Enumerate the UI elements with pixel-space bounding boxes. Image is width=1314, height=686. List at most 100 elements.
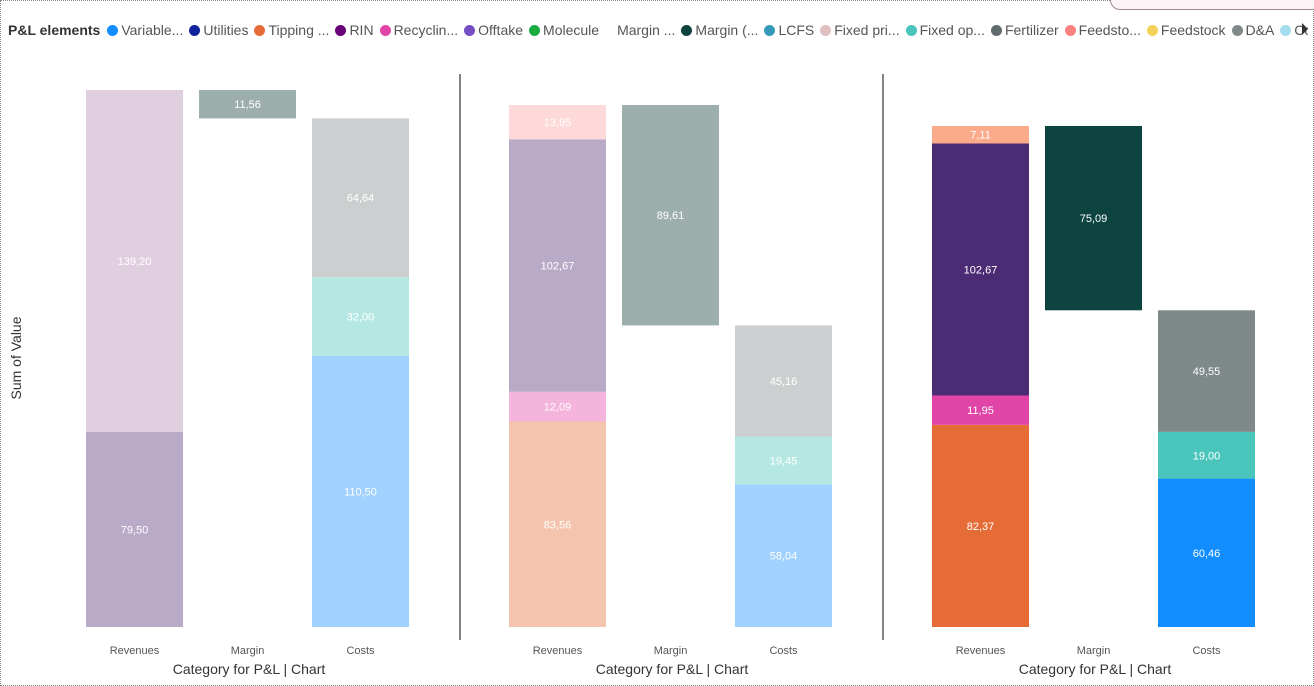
data-label: 79,50 (121, 524, 149, 536)
data-label: 11,56 (234, 99, 261, 111)
data-label: 89,61 (657, 210, 685, 222)
legend-item-label: Variable... (121, 22, 184, 38)
legend-item-label: Utilities (203, 22, 249, 38)
legend-item-label: Feedsto... (1078, 22, 1141, 38)
y-axis-title: Sum of Value (8, 316, 24, 399)
legend-item-label: Fixed pri... (834, 22, 900, 38)
legend-marker-icon (1231, 24, 1243, 36)
bar-segment (509, 421, 606, 627)
bar-segment (735, 325, 832, 437)
data-label: 60,46 (1193, 548, 1221, 560)
x-tick-label: Margin (231, 645, 265, 657)
legend-marker-icon (529, 24, 541, 36)
data-label: 82,37 (967, 521, 995, 533)
legend-item[interactable]: Utilities (189, 22, 248, 38)
x-tick-label: Margin (1077, 645, 1111, 657)
legend-item[interactable]: Fertilizer (990, 22, 1059, 38)
legend-item-label: LCFS (778, 22, 815, 38)
data-label: 83,56 (544, 519, 572, 531)
legend-marker-icon (335, 24, 347, 36)
legend-item[interactable]: Molecule (529, 22, 599, 38)
data-label: 13,95 (544, 117, 572, 129)
bar-segment (735, 436, 832, 485)
legend-item-label: Margin (... (695, 22, 759, 38)
x-axis-title: Category for P&L | Chart (173, 661, 326, 677)
bar-segment (312, 277, 409, 356)
bar-segment (1158, 310, 1255, 432)
x-tick-label: Costs (1192, 645, 1221, 657)
bar-segment (932, 143, 1029, 396)
x-tick-label: Revenues (533, 645, 583, 657)
x-tick-label: Revenues (110, 645, 160, 657)
legend-marker-icon (764, 24, 776, 36)
legend-item[interactable]: Tipping ... (254, 22, 329, 38)
legend-item-label: Recyclin... (393, 22, 459, 38)
legend-item[interactable]: Fixed pri... (820, 22, 900, 38)
data-label: 45,16 (770, 376, 798, 388)
legend-item-label: Tipping ... (268, 22, 330, 38)
bar-segment (509, 139, 606, 392)
legend-item-label: Molecule (543, 22, 600, 38)
data-label: 75,09 (1080, 213, 1108, 225)
legend-next-arrow-icon[interactable] (1302, 23, 1308, 35)
legend-item[interactable]: RIN (335, 22, 374, 38)
x-tick-label: Costs (769, 645, 798, 657)
legend-item[interactable]: D&A (1231, 22, 1275, 38)
legend-item-label: Fixed op... (919, 22, 985, 38)
data-label: 12,09 (544, 402, 572, 414)
legend-item[interactable]: Recyclin... (379, 22, 459, 38)
legend-item[interactable]: Variable... (107, 22, 183, 38)
x-tick-label: Costs (346, 645, 375, 657)
legend-marker-icon (379, 24, 391, 36)
legend-title: P&L elements (8, 22, 101, 38)
legend-marker-icon (681, 24, 693, 36)
bar-segment (932, 424, 1029, 627)
legend-marker-icon (1064, 24, 1076, 36)
data-label: 102,67 (541, 261, 575, 273)
bar-segment (735, 484, 832, 627)
data-label: 139,20 (118, 256, 152, 268)
legend-item[interactable]: Margin ... (617, 22, 675, 38)
chart-panel: 82,37 11,95 102,67 7,11 Revenues 75,09 Margin 6… (932, 126, 1255, 677)
bar-segment (86, 431, 183, 627)
data-label: 58,04 (770, 551, 798, 563)
legend-item-label: Margin ... (617, 22, 676, 38)
legend-marker-icon (1146, 24, 1158, 36)
data-label: 7,11 (970, 130, 991, 142)
data-label: 32,00 (347, 311, 375, 323)
chart-panel: 83,56 12,09 102,67 13,95 Revenues 89,61 Margin… (509, 105, 832, 677)
legend-item[interactable]: Margin (... (681, 22, 758, 38)
data-label: 19,00 (1193, 450, 1221, 462)
legend-item-label: Offtake (478, 22, 524, 38)
legend-marker-icon (107, 24, 119, 36)
data-label: 102,67 (964, 265, 998, 277)
legend-marker-icon (905, 24, 917, 36)
legend-item[interactable]: Feedstock (1146, 22, 1226, 38)
legend-marker-icon (464, 24, 476, 36)
x-tick-label: Margin (654, 645, 688, 657)
legend-marker-icon (990, 24, 1002, 36)
x-axis-title: Category for P&L | Chart (1019, 661, 1172, 677)
legend-item-label: D&A (1245, 22, 1275, 38)
bar-segment (932, 126, 1029, 144)
bar-segment (199, 90, 296, 119)
legend-item[interactable]: Feedsto... (1064, 22, 1141, 38)
bar-segment (622, 105, 719, 326)
chart-panel: 79,50 139,20 Revenues 11,56 Margin 110,50 32,0… (86, 90, 409, 677)
visual-header-pill[interactable] (1110, 0, 1314, 10)
bar-segment (312, 118, 409, 278)
legend-item[interactable]: LCFS (764, 22, 814, 38)
legend-item[interactable]: Fixed op... (905, 22, 985, 38)
x-tick-label: Revenues (956, 645, 1006, 657)
bar-segment (1158, 478, 1255, 627)
bar-segment (509, 105, 606, 140)
bar-segment (1045, 126, 1142, 311)
data-label: 64,64 (347, 193, 375, 205)
legend-item[interactable]: Offtake (464, 22, 523, 38)
data-label: 110,50 (344, 486, 377, 498)
legend-marker-icon (820, 24, 832, 36)
legend: P&L elements Variable... Utilities Tipping… (8, 20, 1308, 40)
legend-marker-icon (254, 24, 266, 36)
legend-item-label: RIN (349, 22, 374, 38)
